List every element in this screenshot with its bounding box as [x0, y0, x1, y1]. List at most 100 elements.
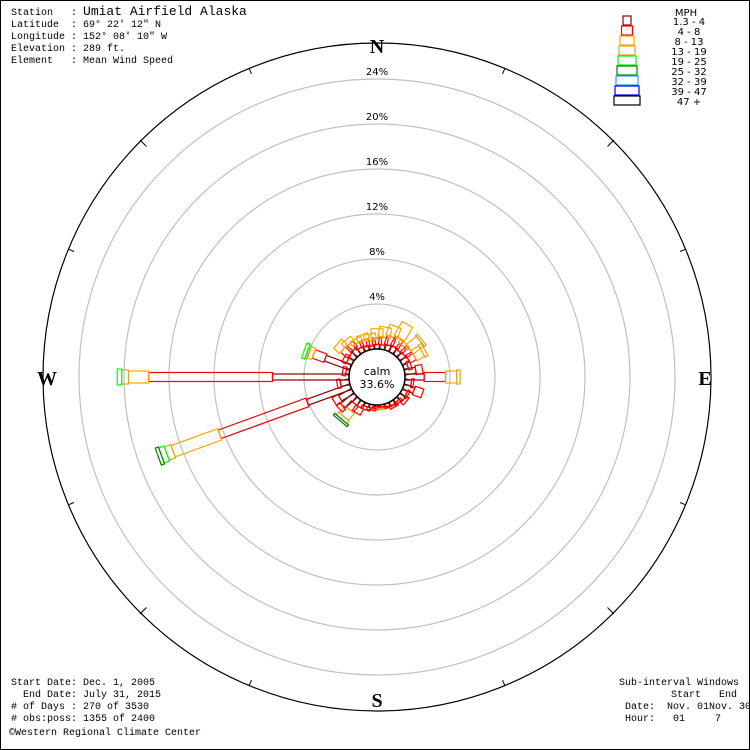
- bar-segment: [405, 359, 414, 371]
- bar-segment: [414, 363, 424, 376]
- bar-segment: [335, 378, 343, 390]
- bar-segment: [355, 332, 370, 343]
- bar-segment: [411, 385, 425, 399]
- ring-label: 12%: [366, 202, 388, 213]
- sector-290: [300, 342, 353, 372]
- bar-segment: [335, 411, 351, 425]
- calm-circle: [348, 348, 406, 406]
- compass-tick: [502, 68, 506, 75]
- bar-segment: [444, 370, 458, 384]
- legend-label: 39 - 47: [671, 87, 706, 98]
- start-date: Start Date: Dec. 1, 2005: [11, 678, 156, 689]
- legend-swatch: [614, 85, 640, 96]
- bar-segment: [340, 335, 356, 350]
- obs-poss: # obs:poss: 1355 of 2400: [11, 714, 156, 725]
- compass-tick: [679, 502, 686, 506]
- legend-label: 13 - 19: [671, 47, 706, 58]
- bar-segment: [414, 333, 428, 348]
- compass-tick: [502, 679, 506, 686]
- longitude: Longitude : 152° 08' 10" W: [11, 32, 168, 43]
- ring-label: 4%: [369, 292, 385, 303]
- compass-tick: [248, 679, 252, 686]
- compass-tick: [68, 502, 75, 506]
- bar-segment: [300, 342, 311, 360]
- legend-label: 1.3 - 4: [673, 17, 705, 28]
- subinterval-title: Sub-interval Windows: [619, 678, 740, 689]
- direction-label-W: W: [37, 368, 57, 390]
- elevation: Elevation : 289 ft.: [11, 44, 126, 55]
- bar-segment: [351, 404, 365, 417]
- sector-60: [398, 342, 429, 367]
- calm-value: 33.6%: [360, 378, 395, 391]
- grid-ring: [168, 168, 586, 586]
- ring-label: 8%: [369, 247, 385, 258]
- bar-segment: [170, 427, 223, 458]
- legend-label: 32 - 39: [671, 77, 706, 88]
- bar-segment: [371, 337, 383, 346]
- bar-segment: [399, 395, 410, 406]
- sector-340: [355, 332, 372, 353]
- subinterval-date: Date: Nov. 01Nov. 30: [625, 702, 750, 713]
- compass-tick: [139, 139, 147, 147]
- grid-ring: [213, 213, 541, 541]
- grid-ring: [303, 303, 451, 451]
- legend-swatch: [617, 55, 637, 66]
- latitude: Latitude : 69° 22' 12" N: [11, 20, 162, 31]
- bar-segment: [217, 397, 310, 440]
- legend-swatch: [619, 35, 635, 46]
- bar-segment: [157, 445, 171, 464]
- bar-segment: [332, 412, 350, 428]
- bar-segment: [393, 320, 414, 342]
- station-line: Station : Umiat Airfield Alaska: [11, 5, 247, 20]
- bar-segment: [362, 332, 378, 343]
- direction-label-E: E: [698, 368, 711, 390]
- compass-tick: [679, 248, 686, 252]
- bar-segment: [456, 369, 461, 385]
- compass-tick: [607, 139, 615, 147]
- copyright-icon: ©: [9, 728, 16, 739]
- bar-segment: [377, 325, 393, 339]
- legend-swatch: [618, 45, 636, 56]
- num-days: # of Days : 270 of 3530: [11, 702, 150, 713]
- subinterval-columns: Start End: [671, 690, 738, 701]
- bar-segment: [116, 368, 123, 386]
- legend-swatch: [613, 95, 641, 106]
- grid-ring: [123, 123, 631, 631]
- bar-segment: [127, 370, 150, 384]
- legend-title: MPH: [675, 8, 697, 19]
- legend-label: 19 - 25: [671, 57, 706, 68]
- sector-270: [116, 368, 350, 386]
- compass-tick: [607, 607, 615, 615]
- sector-250: [154, 382, 353, 466]
- station-label: Station :: [11, 8, 84, 19]
- legend-label: 25 - 32: [671, 67, 706, 78]
- outer-circle: [42, 42, 712, 712]
- bar-segment: [305, 382, 353, 406]
- bar-segment: [409, 377, 415, 389]
- bar-segment: [154, 446, 166, 466]
- legend-label: 47 +: [677, 97, 701, 108]
- copyright-text: Western Regional Climate Center: [15, 728, 202, 739]
- bar-segment: [360, 404, 372, 412]
- calm-label: calm: [364, 365, 391, 378]
- legend-label: 4 - 8: [678, 27, 701, 38]
- grid-ring: [258, 258, 496, 496]
- compass-tick: [139, 607, 147, 615]
- ring-label: 16%: [366, 157, 388, 168]
- bar-segment: [340, 353, 351, 365]
- sector-260: [335, 378, 351, 390]
- bar-segment: [423, 371, 447, 383]
- bar-segment: [148, 371, 274, 383]
- legend-swatch: [616, 65, 638, 76]
- legend-label: 8 - 13: [674, 37, 703, 48]
- legend-swatch: [620, 25, 634, 36]
- legend-swatch: [615, 75, 639, 86]
- legend-swatch: [622, 15, 632, 26]
- subinterval-hour: Hour: 01 7: [625, 714, 722, 725]
- compass-tick: [68, 248, 75, 252]
- sector-80: [403, 363, 424, 376]
- bar-segment: [341, 365, 348, 377]
- direction-label-N: N: [370, 36, 385, 58]
